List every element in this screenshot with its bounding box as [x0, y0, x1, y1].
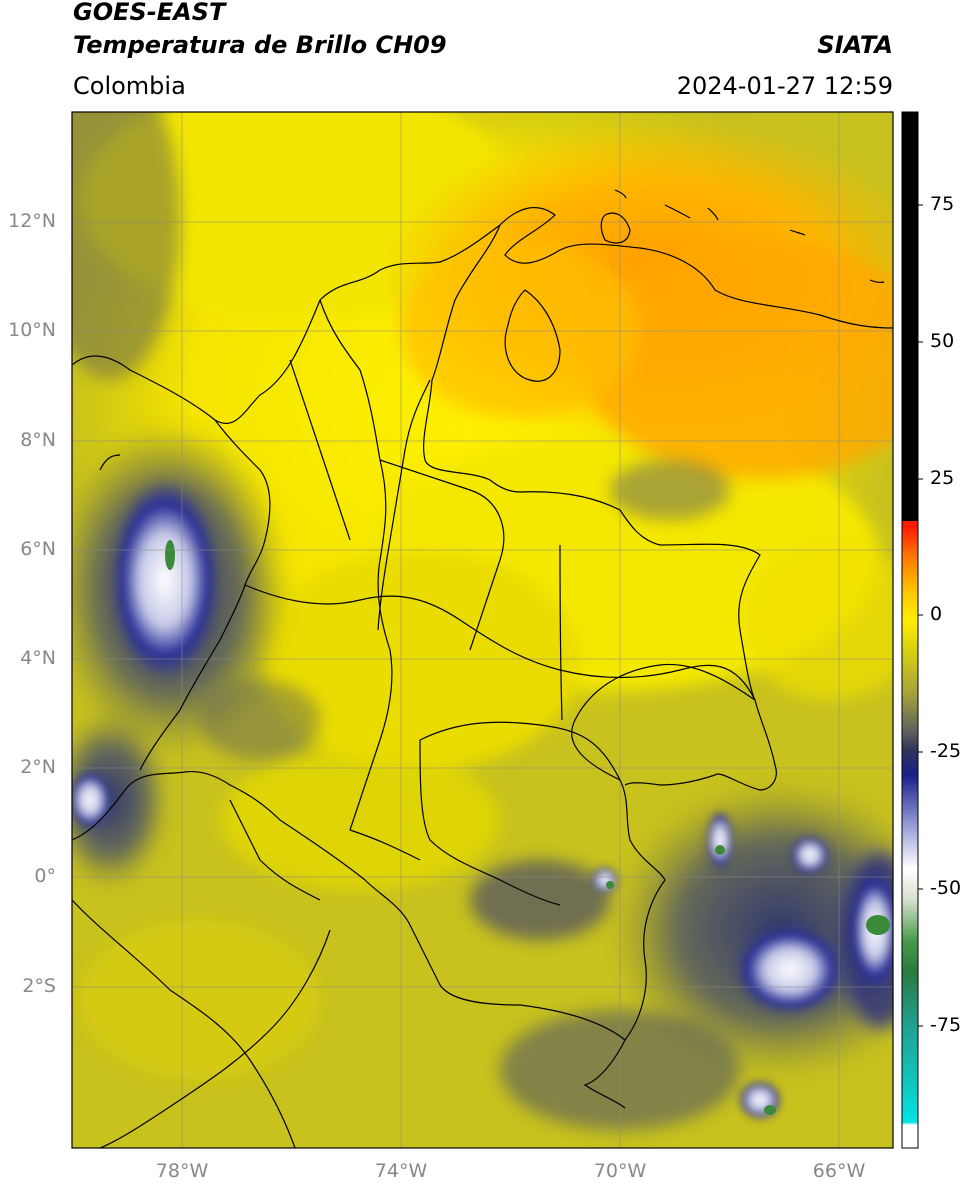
colorbar-tick-label: -75	[930, 1014, 962, 1036]
lat-label: 0°	[34, 865, 56, 887]
lon-label: 74°W	[374, 1160, 428, 1182]
colorbar	[901, 111, 919, 1149]
colorbar-tick-label: 0	[930, 603, 943, 625]
lat-label: 12°N	[8, 210, 56, 232]
lat-label: 2°S	[22, 975, 56, 997]
lon-label: 66°W	[812, 1160, 866, 1182]
lon-label: 70°W	[593, 1160, 647, 1182]
brightness-temperature-field	[72, 112, 893, 1148]
colorbar-tick-label: -25	[930, 740, 962, 762]
satellite-title: GOES-EAST	[73, 0, 226, 26]
colorbar-tick-label: 50	[930, 330, 955, 352]
lat-label: 8°N	[20, 429, 56, 451]
map-frame	[71, 111, 894, 1149]
lat-label: 10°N	[8, 319, 56, 341]
colorbar-tick-label: 75	[930, 193, 955, 215]
lat-label: 6°N	[20, 538, 56, 560]
colorbar-ticks	[918, 204, 923, 1027]
country-borders	[72, 189, 893, 1148]
graticule	[72, 112, 893, 1148]
colorbar-tick-label: -50	[930, 877, 962, 899]
colorbar-tick-label: 25	[930, 467, 955, 489]
datetime-label: 2024-01-27 12:59	[676, 72, 893, 100]
product-title: Temperatura de Brillo CH09	[73, 31, 447, 59]
source-label: SIATA	[817, 31, 893, 59]
lat-label: 4°N	[20, 647, 56, 669]
region-label: Colombia	[73, 72, 186, 100]
lat-label: 2°N	[20, 756, 56, 778]
lon-label: 78°W	[155, 1160, 209, 1182]
